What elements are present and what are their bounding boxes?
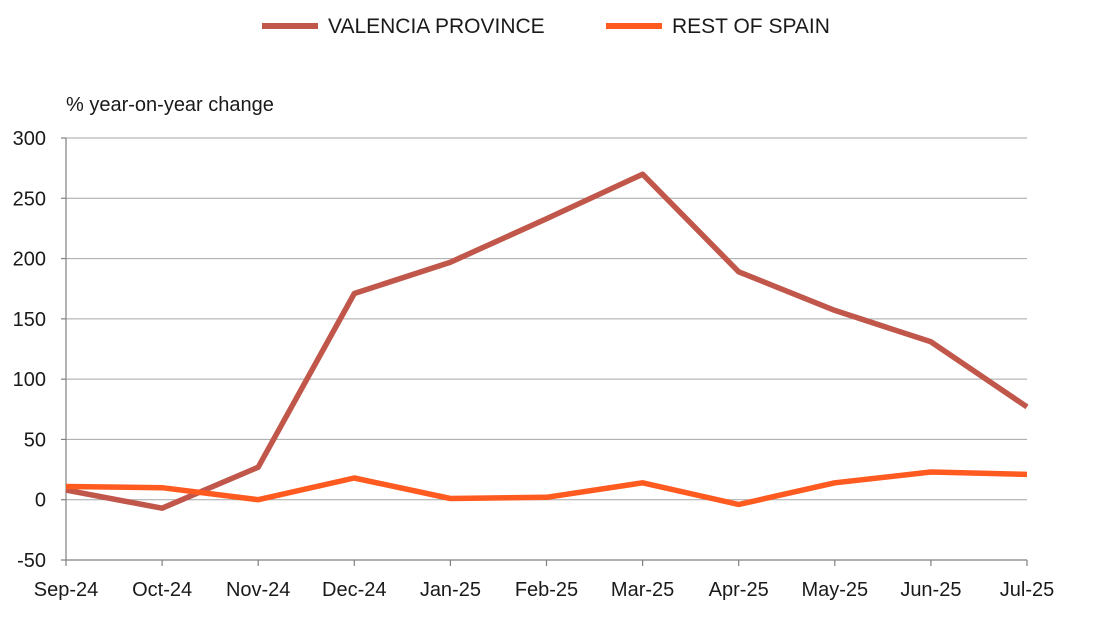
- y-tick-label: 50: [24, 429, 46, 451]
- gridlines: [66, 137, 1027, 501]
- legend: VALENCIA PROVINCE REST OF SPAIN: [262, 15, 830, 38]
- legend-label: REST OF SPAIN: [672, 15, 830, 38]
- x-tick-label: May-25: [801, 579, 868, 601]
- x-tick-label: Mar-25: [611, 579, 674, 601]
- x-tick-label: Oct-24: [132, 579, 192, 601]
- y-tick-label: 300: [13, 128, 46, 150]
- legend-label: VALENCIA PROVINCE: [328, 15, 545, 38]
- y-tick-label: -50: [17, 550, 46, 572]
- x-tick-label: Jan-25: [420, 579, 481, 601]
- y-tick-label: 150: [13, 309, 46, 331]
- x-axis-ticks: Sep-24 Oct-24 Nov-24 Dec-24 Jan-25 Feb-25 Mar-…: [34, 560, 1054, 601]
- x-tick-label: Jun-25: [900, 579, 961, 601]
- y-tick-label: 250: [13, 188, 46, 210]
- legend-item-valencia-province: VALENCIA PROVINCE: [262, 15, 545, 38]
- y-axis-ticks: -50 0 50 100 150 200 250 300: [13, 128, 66, 572]
- y-tick-label: 100: [13, 369, 46, 391]
- x-tick-label: Nov-24: [226, 579, 290, 601]
- y-axis-label: % year-on-year change: [66, 94, 274, 116]
- series-line-valencia-province: [65, 171, 1029, 511]
- x-tick-label: Sep-24: [34, 579, 99, 601]
- y-tick-label: 200: [13, 249, 46, 271]
- legend-item-rest-of-spain: REST OF SPAIN: [606, 15, 830, 38]
- series-group: [65, 171, 1029, 511]
- x-tick-label: Dec-24: [322, 579, 386, 601]
- y-tick-label: 0: [35, 490, 46, 512]
- x-tick-label: Jul-25: [1000, 579, 1054, 601]
- series-line-rest-of-spain: [65, 469, 1028, 508]
- x-tick-label: Feb-25: [515, 579, 578, 601]
- x-tick-label: Apr-25: [709, 579, 769, 601]
